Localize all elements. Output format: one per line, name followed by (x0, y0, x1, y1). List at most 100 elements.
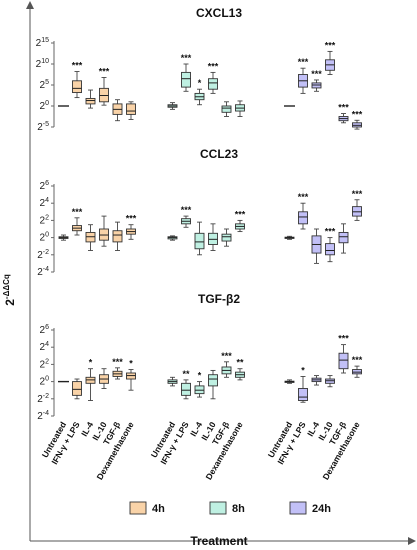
box-8h-3: *** (208, 61, 219, 94)
box-24h-2 (311, 228, 322, 264)
significance-label: *** (352, 355, 363, 365)
box-4h-2 (85, 89, 96, 109)
legend-label: 4h (152, 503, 165, 515)
legend-item-4h: 4h (129, 501, 165, 515)
y-tick-label: 24 (40, 197, 50, 209)
y-tick-label: 22 (40, 358, 50, 370)
y-tick-exp: 2 (45, 358, 49, 365)
box-24h-4 (338, 223, 349, 254)
y-tick-exp: -2 (43, 393, 49, 400)
box-24h-1: *** (298, 57, 309, 94)
y-tick-label: 2-4 (37, 266, 49, 278)
significance-label: *** (311, 69, 322, 79)
significance-label: * (89, 358, 93, 368)
significance-label: *** (352, 109, 363, 119)
y-tick-exp: 10 (41, 58, 49, 65)
legend-label: 8h (232, 503, 245, 515)
y-tick-label: 26 (40, 180, 50, 192)
significance-label: * (129, 359, 133, 369)
y-tick-label: 2-2 (37, 249, 49, 261)
significance-label: *** (126, 214, 137, 224)
legend-item-24h: 24h (289, 501, 331, 515)
significance-label: * (198, 371, 202, 381)
box-24h-5: ***Dexamethasone (320, 355, 362, 481)
y-tick-base: 2 (37, 250, 43, 261)
box-8h-3 (208, 223, 218, 251)
box-iqr (85, 97, 96, 105)
panel-title: CCL23 (200, 147, 238, 161)
box-iqr (208, 78, 218, 90)
box-iqr (221, 233, 232, 242)
y-tick-base: 2 (37, 394, 43, 405)
y-tick-exp: 0 (45, 232, 49, 239)
box-iqr (338, 352, 349, 370)
legend-label: 24h (312, 503, 331, 515)
legend: 4h 8h 24h (129, 501, 331, 515)
y-tick-base: 2 (40, 198, 46, 209)
y-tick-base: 2 (40, 342, 46, 353)
box-4h-5 (126, 101, 136, 120)
y-tick-exp: 0 (45, 100, 49, 107)
y-tick-base: 2 (40, 181, 46, 192)
box-iqr (325, 243, 335, 256)
y-tick-exp: 0 (45, 376, 49, 383)
significance-label: *** (181, 205, 192, 215)
box-iqr (298, 388, 308, 401)
box-8h-2: * (194, 78, 205, 106)
significance-label: *** (181, 53, 192, 63)
box-8h-0 (167, 102, 178, 110)
y-tick-base: 2 (40, 377, 46, 388)
box-4h-2: *IL-4 (79, 358, 96, 438)
y-tick-label: 26 (40, 324, 50, 336)
y-tick-label: 2-4 (37, 410, 49, 422)
box-iqr (72, 381, 82, 396)
y-axis-label-base: 2 (3, 299, 17, 306)
y-tick-base: 2 (40, 101, 46, 112)
significance-label: *** (72, 207, 83, 217)
box-24h-5: *** (352, 109, 363, 130)
significance-label: *** (208, 61, 219, 71)
box-8h-1: *** (181, 53, 192, 92)
box-4h-3 (99, 215, 109, 247)
box-4h-0 (58, 234, 69, 241)
significance-label: *** (338, 334, 349, 344)
box-iqr (221, 105, 232, 113)
y-tick-exp: 15 (41, 37, 49, 44)
significance-label: *** (325, 40, 336, 50)
significance-label: *** (338, 103, 349, 113)
significance-label: ** (236, 358, 244, 368)
significance-label: * (301, 365, 305, 375)
significance-label: *** (99, 66, 110, 76)
legend-item-8h: 8h (209, 501, 245, 515)
box-8h-0 (167, 235, 178, 241)
box-4h-4 (112, 221, 123, 251)
y-tick-label: 25 (40, 79, 50, 91)
significance-label: ** (182, 369, 190, 379)
box-24h-1: *** (298, 192, 309, 230)
y-tick-base: 2 (40, 325, 46, 336)
box-8h-1: *** (181, 205, 192, 228)
box-24h-3: *** (325, 227, 336, 263)
box-8h-2: *IL-4 (188, 371, 205, 438)
legend-swatch (129, 501, 147, 515)
y-tick-label: 210 (36, 58, 49, 70)
box-8h-4 (221, 228, 232, 247)
box-iqr (126, 103, 136, 115)
y-tick-base: 2 (40, 80, 46, 91)
panel-title: CXCL13 (196, 6, 242, 20)
x-axis-label: Treatment (190, 534, 247, 548)
box-iqr (181, 71, 191, 88)
box-iqr (181, 382, 191, 396)
y-tick-exp: -5 (43, 121, 49, 128)
y-tick-exp: 5 (45, 79, 49, 86)
y-tick-base: 2 (40, 359, 46, 370)
box-24h-0 (284, 235, 295, 240)
y-tick-base: 2 (36, 59, 42, 70)
y-tick-base: 2 (36, 38, 42, 49)
significance-label: *** (112, 357, 123, 367)
y-tick-label: 2-5 (37, 121, 49, 133)
y-tick-base: 2 (40, 233, 46, 244)
